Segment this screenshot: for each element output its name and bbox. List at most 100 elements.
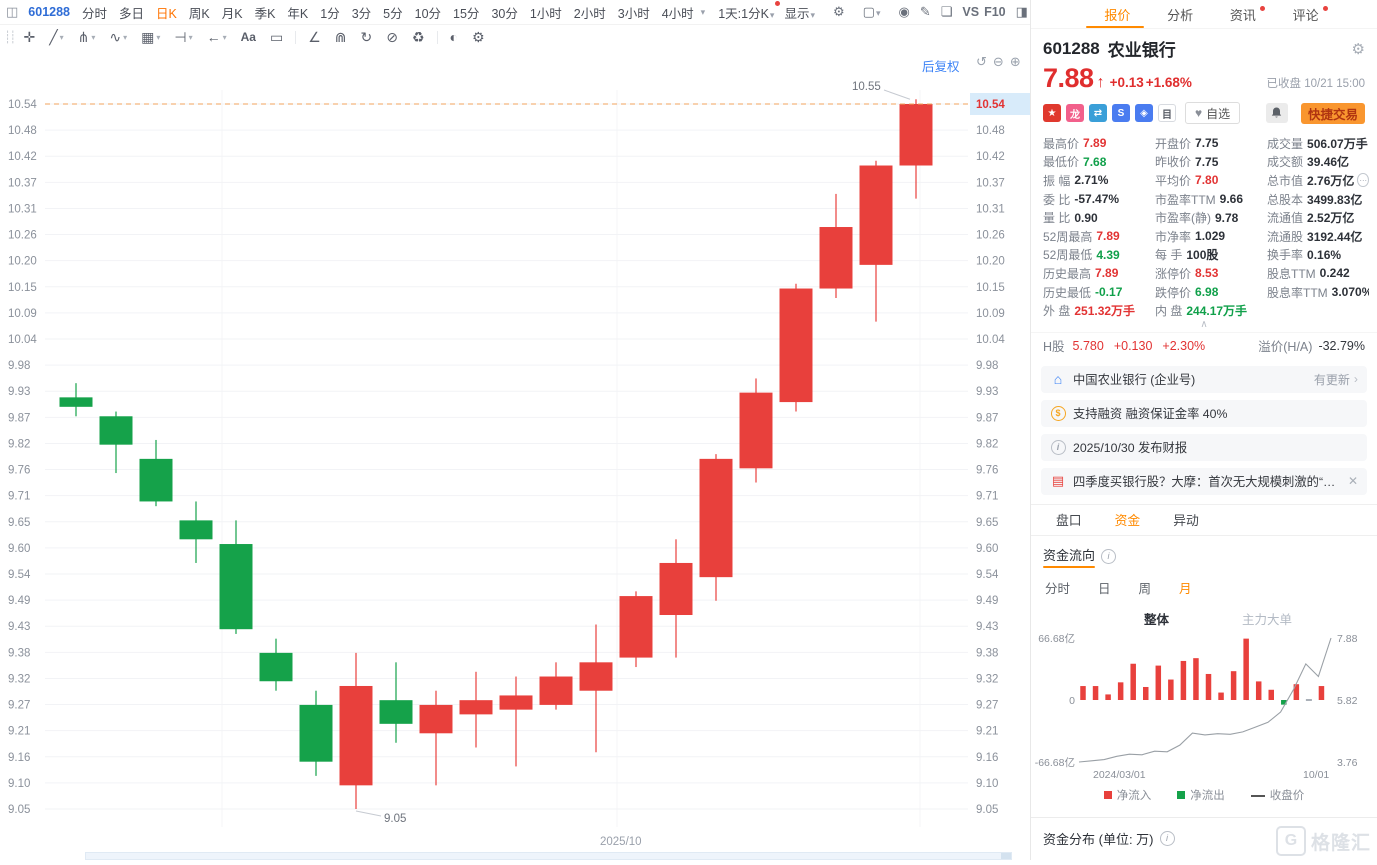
tab-分析[interactable]: 分析 (1167, 7, 1194, 23)
more-icon[interactable]: … (1357, 173, 1369, 188)
layout-template-icon[interactable]: ▢▾ (862, 4, 881, 19)
watchlist-toggle-icon[interactable]: ◫ (6, 4, 19, 19)
drawbar-settings-icon[interactable]: ⚙ (472, 28, 485, 45)
subtab-资金[interactable]: 资金 (1114, 513, 1141, 529)
wave-icon[interactable]: ∿ ▾ (109, 28, 128, 45)
toolbar-drag-handle[interactable]: ┊┊ (4, 30, 17, 44)
timeframe-2小时[interactable]: 2小时 (573, 6, 606, 21)
period-月[interactable]: 月 (1179, 581, 1192, 596)
symbol-code[interactable]: 601288 (28, 5, 71, 19)
candlestick-chart[interactable]: 10.54 10.48 10.48 10.42 10.42 10.37 10.37 10.31… (0, 50, 1030, 860)
compare-icon[interactable]: ◐ (449, 29, 458, 45)
svg-text:0: 0 (1069, 695, 1075, 707)
delete-drawings-icon[interactable]: ♻ (411, 28, 425, 45)
kline-setting-dropdown[interactable]: 1天:1分K▾ (713, 0, 781, 22)
kline-plot[interactable]: 10.54 10.48 10.48 10.42 10.42 10.37 10.37 10.31… (0, 50, 1030, 860)
quote-field-外盘: 外 盘 251.32万手 (1043, 304, 1136, 319)
chart-settings-icon[interactable]: ⚙ (832, 4, 845, 19)
timeframe-30分[interactable]: 30分 (491, 6, 518, 21)
svg-text:9.60: 9.60 (976, 543, 998, 555)
subtab-异动[interactable]: 异动 (1173, 513, 1199, 529)
zoom-in-icon[interactable]: ⊕ (1009, 54, 1021, 69)
quote-field-换手率: 换手率 0.16% (1267, 247, 1342, 263)
tab-报价[interactable]: 报价 (1104, 7, 1131, 23)
close-icon[interactable]: ✕ (1347, 474, 1358, 489)
svg-text:9.16: 9.16 (8, 752, 30, 764)
undo-icon[interactable]: ↺ (976, 54, 987, 69)
timeframe-3小时[interactable]: 3小时 (617, 6, 650, 21)
timeframe-日K[interactable]: 日K (156, 6, 177, 21)
timeframe-5分[interactable]: 5分 (383, 6, 403, 21)
sync-drawing-icon[interactable]: ↻ (360, 28, 373, 45)
pattern-icon[interactable]: ▦ ▾ (141, 28, 161, 45)
timeframe-10分[interactable]: 10分 (414, 6, 442, 21)
quick-trade-button[interactable]: 快捷交易 (1300, 102, 1365, 124)
panel-toggle-icon[interactable]: ◨ (1015, 4, 1028, 19)
panel-settings-icon[interactable]: ⚙ (1351, 40, 1365, 58)
draw-pencil-icon[interactable]: ✎ (919, 4, 931, 19)
gelonghui-logo-icon: G (1275, 826, 1306, 856)
timeframe-周K[interactable]: 周K (188, 6, 210, 21)
quote-grid: 最高价 7.89 开盘价 7.75 成交量 506.07万手 最低价 7.68 昨收价 7.75 成… (1031, 130, 1377, 320)
comment-icon[interactable]: ▭ (269, 28, 284, 45)
svg-text:66.68亿: 66.68亿 (1038, 632, 1075, 645)
timeframe-多日[interactable]: 多日 (119, 6, 145, 21)
svg-text:9.49: 9.49 (976, 595, 998, 607)
svg-text:10.42: 10.42 (976, 151, 1005, 163)
panel-subtab-bar: 盘口 资金 异动 (1031, 503, 1377, 536)
timeframe-分时[interactable]: 分时 (82, 6, 108, 21)
vs-compare-button[interactable]: VS (962, 5, 980, 19)
measure-icon[interactable]: ⊣ ▾ (174, 28, 193, 45)
tab-overall[interactable]: 整体 (1144, 612, 1170, 627)
collapse-chevron[interactable]: ∧ (1200, 318, 1208, 330)
timeframe-月K[interactable]: 月K (221, 6, 243, 21)
f10-button[interactable]: F10 (984, 5, 1006, 19)
notice-item[interactable]: i 2025/10/30 发布财报 (1041, 433, 1367, 461)
fund-flow-title[interactable]: 资金流向 (1043, 545, 1096, 568)
fullscreen-icon[interactable]: ❏ (940, 4, 953, 19)
arrow-icon[interactable]: ← ▾ (206, 29, 227, 45)
magnet-icon[interactable]: ⋒ (334, 28, 347, 45)
quote-field-流通值: 流通值 2.52万亿 (1267, 211, 1355, 226)
info-icon[interactable]: i (1159, 830, 1175, 846)
timeframe-1分[interactable]: 1分 (320, 6, 340, 21)
timeframe-4小时[interactable]: 4小时 (661, 6, 694, 21)
notice-item[interactable]: ▤ 四季度买银行股？大摩：首次无大规模刺激的“自... ✕ (1041, 467, 1367, 495)
quote-field-股息TTM: 股息TTM 0.242 (1267, 266, 1350, 281)
chevron-down-icon: ▾ (59, 32, 64, 42)
hide-drawings-icon[interactable]: ⊘ (386, 28, 398, 45)
notice-item[interactable]: ⌂ 中国农业银行 (企业号) 有更新 › (1041, 365, 1367, 393)
screenshot-icon[interactable]: ◉ (898, 4, 910, 19)
timeframe-1小时[interactable]: 1小时 (529, 6, 562, 21)
quote-field-成交量: 成交量 506.07万手 (1267, 136, 1368, 151)
subtab-盘口[interactable]: 盘口 (1056, 513, 1082, 529)
chart-scrollbar[interactable] (85, 852, 1012, 860)
quote-field-平均价: 平均价 7.80 (1155, 173, 1219, 188)
pitchfork-icon[interactable]: ⋔ ▾ (77, 28, 96, 45)
angle-icon[interactable]: ∠ (308, 28, 321, 45)
crosshair-icon[interactable]: ✛ (23, 28, 36, 45)
tab-评论[interactable]: 评论 (1293, 5, 1328, 24)
quote-field-量比: 量 比 0.90 (1043, 210, 1098, 226)
text-icon[interactable]: Aa (240, 30, 256, 44)
period-分时[interactable]: 分时 (1045, 581, 1071, 596)
adjust-mode-link[interactable]: 后复权 (922, 60, 960, 74)
notice-item[interactable]: $ 支持融资 融资保证金率 40% (1041, 399, 1367, 427)
alert-bell-button[interactable] (1265, 103, 1288, 123)
timeframe-15分[interactable]: 15分 (453, 6, 480, 21)
tab-资讯[interactable]: 资讯 (1230, 5, 1265, 24)
timeframe-年K[interactable]: 年K (287, 6, 309, 21)
trendline-icon[interactable]: ╱ ▾ (49, 28, 64, 45)
tab-main-orders[interactable]: 主力大单 (1242, 612, 1293, 627)
svg-text:10.15: 10.15 (8, 282, 37, 294)
timeframe-3分[interactable]: 3分 (351, 6, 372, 21)
quote-field-跌停价: 跌停价 6.98 (1155, 285, 1219, 300)
info-icon[interactable]: i (1101, 548, 1117, 564)
period-周[interactable]: 周 (1138, 581, 1152, 596)
svg-text:10.37: 10.37 (8, 177, 37, 189)
add-favorite-button[interactable]: ♥ 自选 (1185, 102, 1241, 124)
display-dropdown[interactable]: 显示▾ (784, 6, 815, 21)
zoom-out-icon[interactable]: ⊖ (992, 54, 1004, 69)
period-日[interactable]: 日 (1098, 581, 1111, 596)
timeframe-季K[interactable]: 季K (254, 6, 276, 21)
